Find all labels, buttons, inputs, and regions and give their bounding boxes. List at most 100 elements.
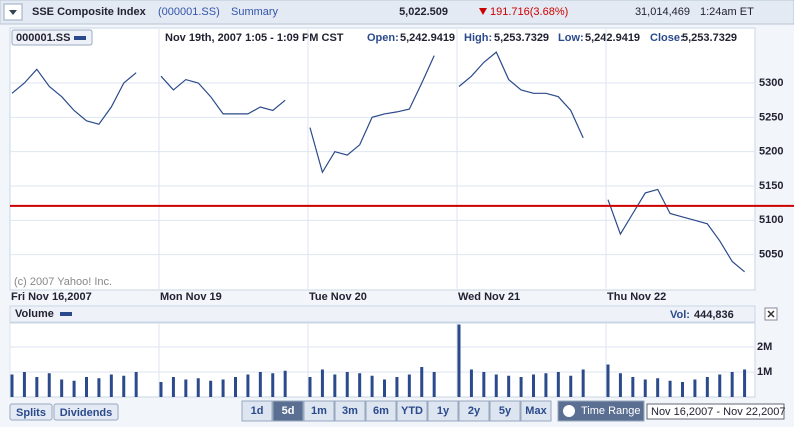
volume-bar <box>85 377 88 397</box>
volume-bar <box>395 377 399 397</box>
volume-bar <box>283 370 287 397</box>
control-button-label: Dividends <box>60 407 113 419</box>
volume-header <box>9 305 756 323</box>
x-tick-label: Mon Nov 19 <box>160 291 222 303</box>
y-tick-label: 5050 <box>759 249 783 261</box>
range-button-label: YTD <box>401 405 423 417</box>
close-label: Close: <box>650 32 684 44</box>
header-bar <box>0 0 794 25</box>
x-tick-label: Tue Nov 20 <box>309 291 367 303</box>
volume-bar <box>556 372 560 397</box>
volume-bar <box>271 373 275 397</box>
volume-bar <box>35 377 39 397</box>
control-button[interactable] <box>9 403 53 421</box>
volume-bar <box>209 380 213 397</box>
open-label: Open: <box>367 32 399 44</box>
high: 5,253.7329 <box>494 32 549 44</box>
range-button[interactable] <box>396 400 428 422</box>
volume-bar <box>631 377 635 397</box>
volume-bar <box>358 373 362 397</box>
volume-bar <box>246 374 250 397</box>
range-button[interactable] <box>241 400 273 422</box>
volume-bar <box>60 379 64 397</box>
volume-bar <box>22 372 26 397</box>
volume-bar <box>718 374 722 397</box>
volume-total: 31,014,469 <box>635 6 690 18</box>
volume-bar <box>544 373 548 397</box>
range-button-label: 1d <box>251 405 264 417</box>
volume-bar <box>196 378 200 397</box>
volume-bar <box>134 372 138 397</box>
y-tick-label: 5200 <box>759 146 783 158</box>
volume-bar <box>457 324 461 397</box>
time-range-box <box>646 403 785 420</box>
volume-bar <box>184 379 188 397</box>
vol-label: Vol: <box>670 309 690 321</box>
range-button[interactable] <box>458 400 490 422</box>
range-button[interactable] <box>272 400 304 422</box>
close: 5,253.7329 <box>682 32 737 44</box>
volume-bar <box>370 375 374 397</box>
range-button-label: 1m <box>311 405 327 417</box>
copyright: (c) 2007 Yahoo! Inc. <box>14 276 112 288</box>
volume-bar <box>743 369 747 397</box>
volume-bar <box>47 373 51 397</box>
ticker: 000001.SS <box>16 32 70 44</box>
range-button[interactable] <box>427 400 459 422</box>
volume-tick-label: 1M <box>757 366 772 378</box>
volume-title: Volume <box>15 308 54 320</box>
y-tick-label: 5150 <box>759 180 783 192</box>
range-button[interactable] <box>303 400 335 422</box>
menu-arrow <box>9 10 17 15</box>
volume-bar <box>159 382 163 397</box>
high-label: High: <box>464 32 492 44</box>
volume-bar <box>320 369 324 397</box>
low: 5,242.9419 <box>585 32 640 44</box>
volume-area <box>9 322 756 398</box>
volume-bar <box>383 379 386 397</box>
change: 191.716(3.68%) <box>490 6 568 18</box>
vol: 444,836 <box>694 309 734 321</box>
ticker-box[interactable] <box>11 29 93 46</box>
period: Nov 19th, 2007 1:05 - 1:09 PM CST <box>165 32 344 44</box>
price-line <box>11 51 745 273</box>
volume-bar <box>258 372 262 397</box>
range-button[interactable] <box>520 400 552 422</box>
time-range-button[interactable] <box>557 400 645 422</box>
volume-bar <box>122 375 126 397</box>
range-button[interactable] <box>334 400 366 422</box>
range-button[interactable] <box>489 400 521 422</box>
range-button-label: 5d <box>282 405 295 417</box>
volume-bar <box>72 380 76 397</box>
volume-bar <box>618 373 622 397</box>
volume-bar <box>10 374 14 397</box>
volume-bar <box>656 378 660 397</box>
volume-bar <box>345 372 349 397</box>
range-button-label: 1y <box>437 405 450 417</box>
volume-bar <box>681 382 684 397</box>
y-tick-label: 5100 <box>759 214 783 226</box>
volume-bar <box>171 377 175 397</box>
control-button[interactable] <box>53 403 119 421</box>
volume-bar <box>519 377 523 397</box>
range-button-label: Max <box>525 405 547 417</box>
low-label: Low: <box>558 32 584 44</box>
volume-bar <box>97 378 101 397</box>
volume-bar <box>693 379 697 397</box>
volume-bar <box>308 377 312 397</box>
y-tick-label: 5300 <box>759 77 783 89</box>
symbol: (000001.SS) <box>158 6 220 18</box>
volume-bar <box>420 367 424 397</box>
range-button-label: 3m <box>342 405 358 417</box>
volume-bar <box>494 374 498 397</box>
time-range: Nov 16,2007 - Nov 22,2007 <box>651 406 786 418</box>
time-range-icon <box>563 405 575 417</box>
x-tick-label: Wed Nov 21 <box>458 291 520 303</box>
range-button[interactable] <box>365 400 397 422</box>
range-button-label: 2y <box>468 405 481 417</box>
volume-bar <box>581 369 585 397</box>
down-arrow <box>479 8 487 15</box>
volume-bar <box>643 379 647 397</box>
volume-bar <box>606 364 610 397</box>
volume-bar <box>333 374 337 397</box>
